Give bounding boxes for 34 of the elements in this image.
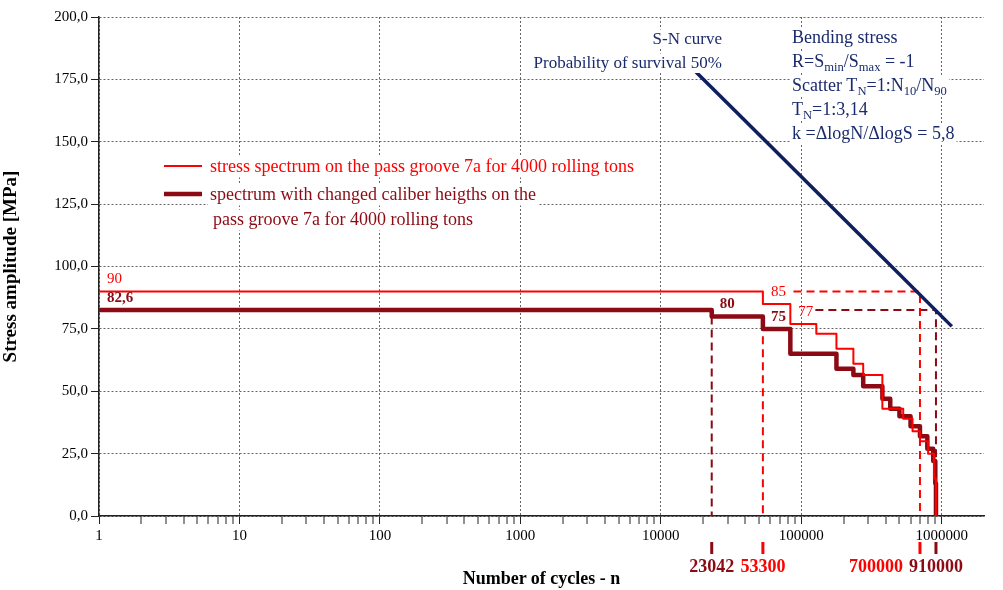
x-tick-label: 1000000	[915, 526, 968, 543]
data-label: 85	[770, 282, 786, 299]
x-axis-title: Number of cycles - n	[462, 567, 621, 588]
y-tick-label: 200,0	[54, 7, 88, 24]
y-tick-label: 0,0	[69, 506, 88, 523]
y-tick-label: 25,0	[61, 444, 88, 461]
x-tick-label: 100000	[778, 526, 824, 543]
annotation: 23042	[689, 556, 735, 576]
x-tick-label: 1000	[505, 526, 536, 543]
annotation: Bending stress	[792, 27, 898, 47]
y-tick-label: 100,0	[54, 257, 88, 274]
annotation: 910000	[908, 556, 963, 576]
x-tick-label: 100	[368, 526, 392, 543]
x-tick-label: 1	[95, 526, 103, 543]
y-tick-label: 150,0	[54, 132, 88, 149]
annotation: Probability of survival 50%	[533, 52, 722, 72]
x-tick-label: 10	[231, 526, 247, 543]
data-label: 80	[719, 295, 735, 312]
y-tick-label: 175,0	[54, 70, 88, 87]
data-label: 77	[798, 302, 814, 319]
data-label: 82,6	[107, 288, 134, 305]
y-axis-title: Stress amplitude [MPa]	[0, 170, 21, 363]
annotation: k =ΔlogN/ΔlogS = 5,8	[792, 123, 955, 143]
annotation: 700000	[848, 556, 903, 576]
data-label: 75	[770, 307, 786, 324]
annotation: 53300	[740, 556, 786, 576]
data-label: 90	[107, 270, 122, 287]
x-tick-label: 10000	[642, 526, 680, 543]
y-tick-label: 75,0	[61, 319, 88, 336]
y-tick-label: 125,0	[54, 195, 88, 212]
y-tick-label: 50,0	[61, 382, 88, 399]
legend-label: spectrum with changed caliber heigths on the pass groove 7a for 4000 rolling tons	[210, 184, 536, 229]
legend-label: stress spectrum on the pass groove 7a for 4000 rolling tons	[210, 156, 634, 176]
annotation: S-N curve	[652, 28, 722, 48]
